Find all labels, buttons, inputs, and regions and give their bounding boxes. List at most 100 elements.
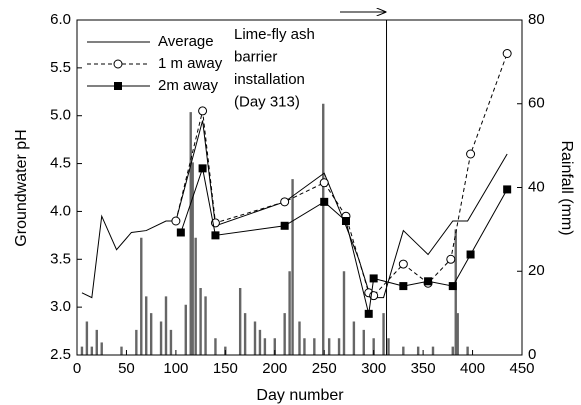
y-tick-label: 4.5 [50, 155, 71, 172]
rain-bar [191, 162, 194, 355]
series-line [81, 120, 508, 299]
marker [198, 106, 208, 116]
rain-bar [169, 329, 173, 355]
x-tick-label: 150 [213, 360, 238, 377]
marker [198, 164, 207, 173]
y-tick-label: 4.0 [50, 202, 71, 219]
x-tick-label: 400 [460, 360, 485, 377]
x-tick-label: 0 [73, 360, 81, 377]
rain-bar [352, 321, 356, 355]
rain-bar [372, 338, 375, 355]
y2-axis-label: Rainfall (mm) [558, 140, 575, 235]
x-tick-label: 200 [262, 360, 287, 377]
series-line [175, 53, 508, 297]
y-tick-label: 2.5 [50, 346, 71, 363]
rain-bar [283, 313, 286, 355]
annotation-text: Lime-fly ash [234, 26, 315, 43]
rain-bar [466, 346, 469, 355]
marker [171, 216, 181, 226]
rain-bar [90, 346, 94, 355]
legend-marker [114, 82, 122, 90]
y2-tick-label: 0 [528, 346, 536, 363]
marker [319, 178, 329, 188]
rain-bar [199, 288, 202, 355]
marker [399, 282, 408, 291]
marker [280, 197, 290, 207]
rain-bar [431, 346, 435, 355]
annotation-text: installation [234, 71, 305, 88]
marker [502, 49, 512, 58]
rain-bar [258, 329, 262, 355]
legend-marker [113, 59, 123, 69]
rain-bar [416, 346, 420, 355]
y-tick-label: 5.0 [50, 107, 71, 124]
marker [503, 185, 512, 194]
rain-bar [85, 321, 89, 355]
y-tick-label: 3.5 [50, 250, 71, 267]
legend-label: 1 m away [158, 55, 223, 72]
rain-bar [80, 346, 84, 355]
legend-label: Average [158, 33, 214, 50]
x-axis-label: Day number [256, 387, 344, 404]
x-tick-label: 350 [411, 360, 436, 377]
rain-bar [164, 296, 168, 355]
x-tick-label: 50 [118, 360, 135, 377]
marker [448, 282, 457, 291]
rain-bar [184, 304, 187, 355]
rain-bar [204, 296, 207, 355]
rain-bar [263, 338, 267, 355]
x-tick-label: 250 [312, 360, 337, 377]
rain-bar [140, 237, 143, 355]
rain-bar [100, 342, 103, 355]
rain-bar [402, 346, 405, 355]
marker [341, 217, 350, 225]
y-tick-label: 5.5 [50, 59, 71, 76]
rain-bar [362, 329, 365, 355]
y-axis-label: Groundwater pH [13, 129, 30, 246]
rain-bar [291, 179, 294, 355]
rain-bar [327, 338, 331, 355]
rain-bar [243, 313, 247, 355]
rain-bar [456, 313, 459, 355]
marker [369, 274, 378, 283]
marker [424, 277, 433, 286]
rain-bar [145, 296, 148, 355]
rain-bar [382, 313, 385, 355]
rain-bar [238, 288, 242, 355]
x-tick-label: 100 [163, 360, 188, 377]
marker [176, 228, 185, 237]
rain-bar [273, 338, 276, 355]
y-tick-label: 6.0 [50, 11, 71, 28]
rain-bar [159, 321, 163, 355]
rain-bar [135, 329, 138, 355]
y2-tick-label: 40 [528, 178, 545, 195]
rain-bar [387, 338, 390, 355]
rain-bar [342, 271, 346, 355]
rain-bar [120, 346, 123, 355]
legend-label: 2m away [158, 77, 219, 94]
rain-bar [303, 338, 306, 355]
rain-bar [313, 338, 316, 355]
marker [446, 254, 456, 264]
y2-tick-label: 80 [528, 11, 545, 28]
y2-tick-label: 20 [528, 262, 545, 279]
rain-bar [194, 237, 197, 355]
y2-tick-label: 60 [528, 95, 545, 112]
marker [211, 231, 220, 240]
axes: 0 50 100 150 200 250 300 350 400 4502.53.03.54.04… [50, 11, 545, 377]
marker [398, 259, 408, 269]
rain-bar [189, 112, 192, 355]
annotation-text: barrier [234, 48, 277, 65]
marker [466, 149, 476, 159]
marker [466, 250, 475, 259]
marker [280, 221, 289, 230]
marker [320, 197, 329, 206]
rain-bar [451, 346, 454, 355]
rain-bar [214, 338, 217, 355]
rain-bar [95, 329, 98, 355]
series: Average 1 m away 2m away Lime-fly ash barrie… [81, 12, 512, 355]
marker [364, 309, 373, 318]
x-tick-label: 300 [361, 360, 386, 377]
rain-bar [298, 321, 301, 355]
